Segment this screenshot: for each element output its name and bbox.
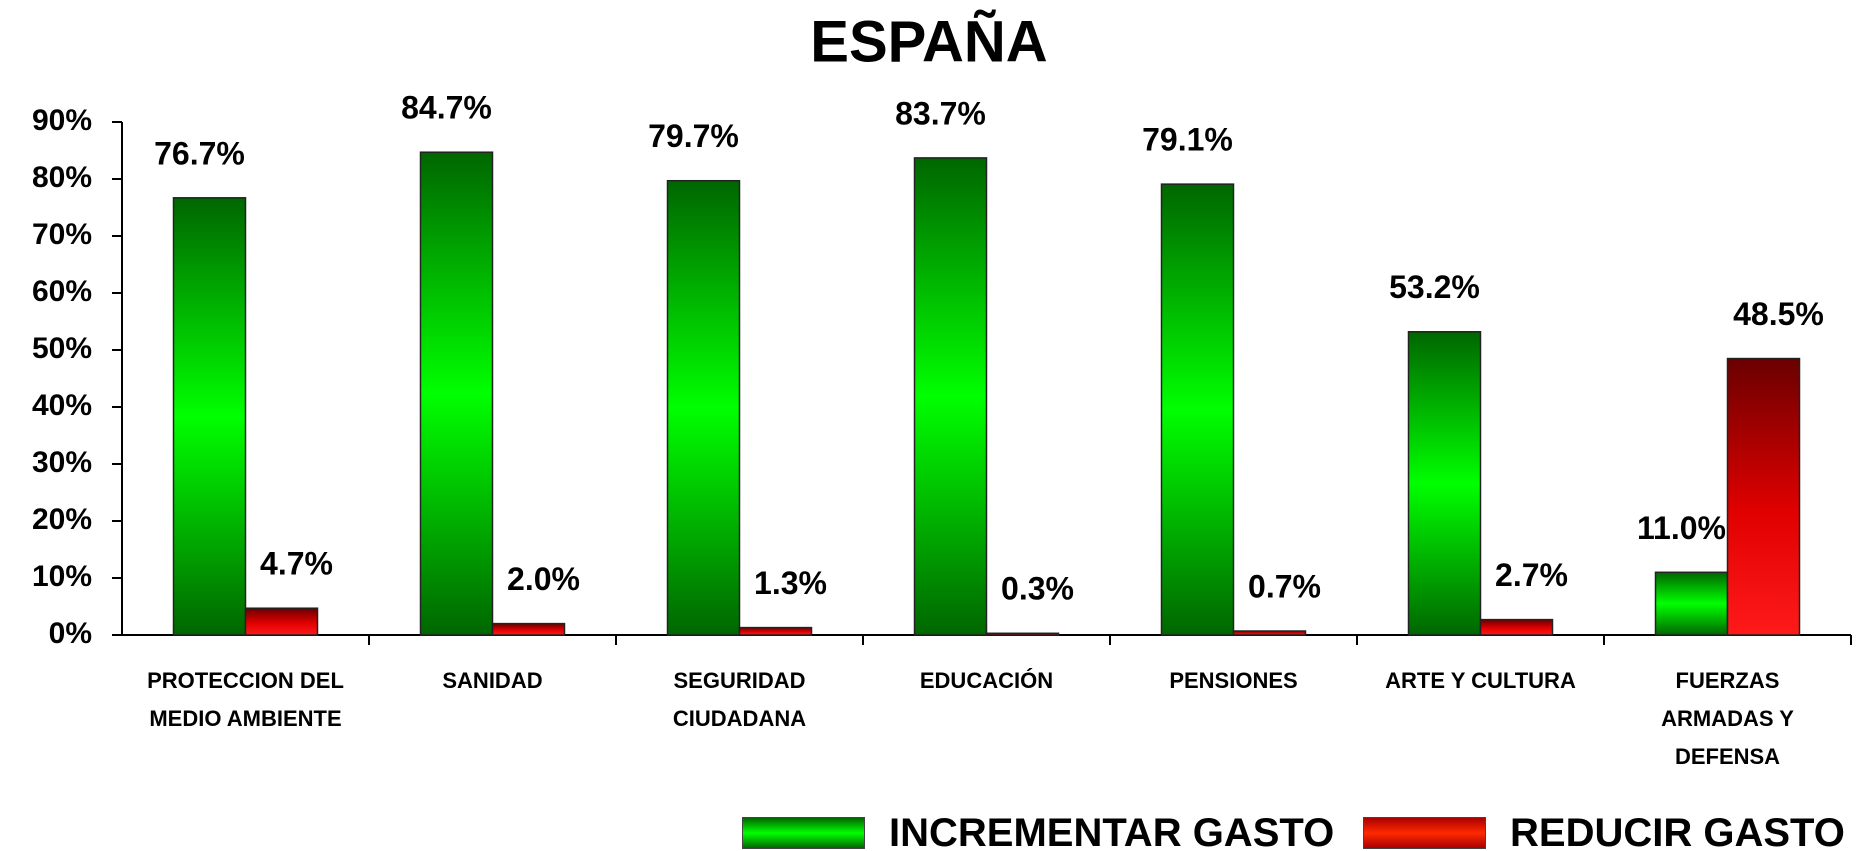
data-label: 0.7% [1248, 568, 1321, 604]
data-label: 79.1% [1142, 122, 1233, 158]
data-label: 11.0% [1637, 510, 1726, 546]
y-tick-label: 20% [32, 503, 92, 536]
bar [985, 632, 1060, 636]
data-label: 84.7% [401, 90, 492, 126]
x-tick-label: PROTECCION DEL MEDIO AMBIENTE [147, 668, 344, 731]
legend-item: INCREMENTAR GASTO [742, 808, 1334, 851]
y-tick-label: 70% [32, 218, 92, 251]
y-tick-label: 50% [32, 332, 92, 365]
legend-label: REDUCIR GASTO [1510, 810, 1845, 851]
legend-swatch [1363, 817, 1486, 849]
legend-label: INCREMENTAR GASTO [889, 810, 1335, 851]
x-tick-label: ARTE Y CULTURA [1385, 668, 1576, 693]
legend-swatch [742, 817, 865, 849]
data-label: 1.3% [754, 565, 827, 601]
bar [1160, 183, 1235, 636]
y-tick-label: 10% [32, 560, 92, 593]
data-label: 48.5% [1733, 296, 1824, 332]
y-tick-label: 80% [32, 161, 92, 194]
bar [738, 626, 813, 636]
x-tick-label: SANIDAD [442, 668, 543, 693]
x-tick-label: FUERZAS ARMADAS Y DEFENSA [1661, 668, 1794, 769]
data-label: 79.7% [648, 118, 739, 154]
data-label: 2.0% [507, 561, 580, 597]
chart-title: ESPAÑA [810, 9, 1047, 74]
data-label: 53.2% [1389, 269, 1480, 305]
bar [1232, 630, 1307, 636]
data-label: 0.3% [1001, 571, 1074, 607]
bar [1407, 331, 1482, 636]
bar [1479, 618, 1554, 636]
data-label: 4.7% [260, 546, 333, 582]
bar [666, 179, 741, 636]
bar [419, 151, 494, 636]
x-tick-label: PENSIONES [1169, 668, 1298, 693]
x-tick-label: SEGURIDAD CIUDADANA [672, 668, 807, 731]
y-tick-label: 60% [32, 275, 92, 308]
bar [491, 622, 566, 636]
bar [913, 157, 988, 636]
y-tick-label: 40% [32, 389, 92, 422]
y-tick-label: 0% [49, 617, 92, 650]
x-tick-label: EDUCACIÓN [919, 668, 1054, 693]
bar [244, 607, 319, 636]
data-label: 76.7% [154, 135, 245, 171]
bar [1726, 357, 1801, 636]
legend-item: REDUCIR GASTO [1363, 808, 1845, 851]
data-label: 83.7% [895, 95, 986, 131]
y-tick-label: 30% [32, 446, 92, 479]
data-label: 2.7% [1495, 557, 1568, 593]
bar [1654, 571, 1729, 636]
bar [172, 197, 247, 636]
y-tick-label: 90% [32, 104, 92, 137]
